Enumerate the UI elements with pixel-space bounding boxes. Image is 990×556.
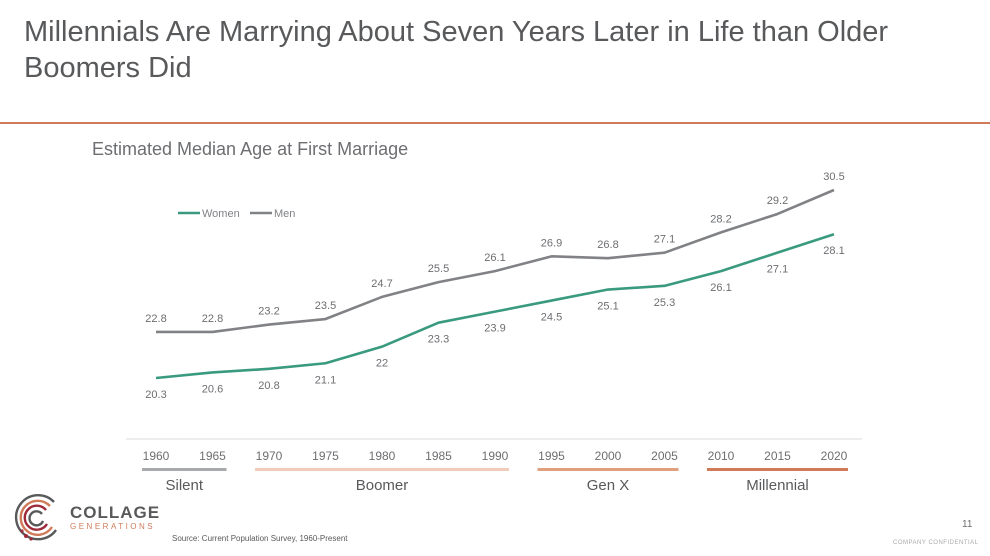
x-tick-label: 1980 — [369, 449, 396, 463]
data-label-men: 27.1 — [654, 234, 675, 246]
data-label-women: 20.6 — [202, 383, 223, 395]
data-label-men: 28.2 — [710, 213, 731, 225]
x-tick-label: 1965 — [199, 449, 226, 463]
series-line-women — [155, 232, 835, 380]
logo-wordmark: COLLAGE — [70, 503, 161, 522]
generation-label: Millennial — [746, 477, 809, 494]
generation-bar — [707, 468, 848, 471]
data-label-men: 30.5 — [823, 171, 844, 183]
series-line-men — [156, 188, 835, 334]
x-tick-label: 2015 — [764, 449, 791, 463]
legend-label-men: Men — [274, 208, 295, 220]
generation-label: Silent — [165, 477, 203, 494]
data-label-women: 28.1 — [823, 245, 844, 257]
data-label-women: 20.3 — [145, 389, 166, 401]
x-tick-label: 1970 — [256, 449, 283, 463]
generation-bar — [142, 468, 227, 471]
chart-title: Estimated Median Age at First Marriage — [92, 139, 409, 159]
data-label-women: 27.1 — [767, 264, 788, 276]
data-label-women: 25.1 — [597, 301, 618, 313]
x-tick-label: 1985 — [425, 449, 452, 463]
data-label-men: 29.2 — [767, 195, 788, 207]
generation-bar — [255, 468, 509, 471]
data-label-men: 23.2 — [258, 306, 279, 318]
generation-bar — [537, 468, 679, 471]
data-label-women: 21.1 — [315, 374, 336, 386]
source-note: Source: Current Population Survey, 1960-… — [172, 534, 348, 543]
data-label-men: 23.5 — [315, 300, 336, 312]
data-label-men: 25.5 — [428, 263, 449, 275]
logo-subtitle: GENERATIONS — [70, 522, 156, 531]
legend-label-women: Women — [202, 208, 240, 220]
x-tick-label: 1995 — [538, 449, 565, 463]
x-tick-label: 1990 — [482, 449, 509, 463]
confidential-label: COMPANY CONFIDENTIAL — [893, 540, 979, 546]
data-label-women: 26.1 — [710, 282, 731, 294]
generation-label: Boomer — [356, 477, 409, 494]
data-label-women: 23.9 — [484, 323, 505, 335]
collage-logo-icon — [14, 494, 57, 541]
data-label-men: 22.8 — [202, 313, 223, 325]
x-tick-label: 1960 — [143, 449, 170, 463]
data-label-men: 22.8 — [145, 313, 166, 325]
x-tick-label: 2000 — [595, 449, 622, 463]
data-label-women: 25.3 — [654, 297, 675, 309]
title-divider — [0, 122, 990, 124]
x-tick-label: 2005 — [651, 449, 678, 463]
data-label-women: 20.8 — [258, 380, 279, 392]
data-label-women: 22 — [376, 358, 388, 370]
x-tick-label: 2010 — [708, 449, 735, 463]
x-tick-label: 1975 — [312, 449, 339, 463]
data-label-men: 24.7 — [371, 278, 392, 290]
data-label-women: 24.5 — [541, 312, 562, 324]
data-label-men: 26.9 — [541, 237, 562, 249]
data-label-men: 26.8 — [597, 239, 618, 251]
generation-label: Gen X — [587, 477, 630, 494]
data-label-women: 23.3 — [428, 334, 449, 346]
data-label-men: 26.1 — [484, 252, 505, 264]
page-number: 11 — [962, 519, 973, 530]
slide-title: Millennials Are Marrying About Seven Yea… — [24, 16, 889, 84]
x-tick-label: 2020 — [821, 449, 848, 463]
